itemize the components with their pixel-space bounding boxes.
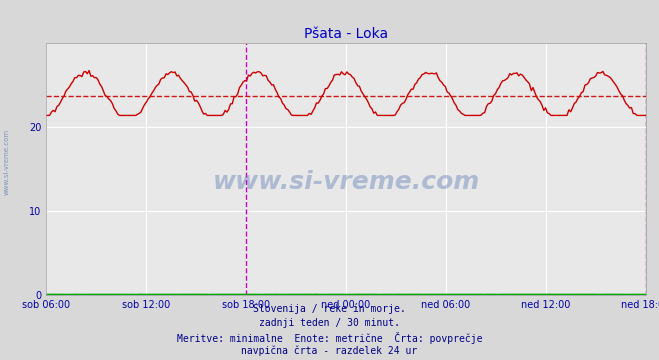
Text: Slovenija / reke in morje.: Slovenija / reke in morje. bbox=[253, 304, 406, 314]
Text: www.si-vreme.com: www.si-vreme.com bbox=[3, 129, 10, 195]
Text: Meritve: minimalne  Enote: metrične  Črta: povprečje: Meritve: minimalne Enote: metrične Črta:… bbox=[177, 332, 482, 343]
Title: Pšata - Loka: Pšata - Loka bbox=[304, 27, 388, 41]
Text: zadnji teden / 30 minut.: zadnji teden / 30 minut. bbox=[259, 318, 400, 328]
Text: navpična črta - razdelek 24 ur: navpična črta - razdelek 24 ur bbox=[241, 345, 418, 356]
Text: www.si-vreme.com: www.si-vreme.com bbox=[212, 170, 480, 194]
